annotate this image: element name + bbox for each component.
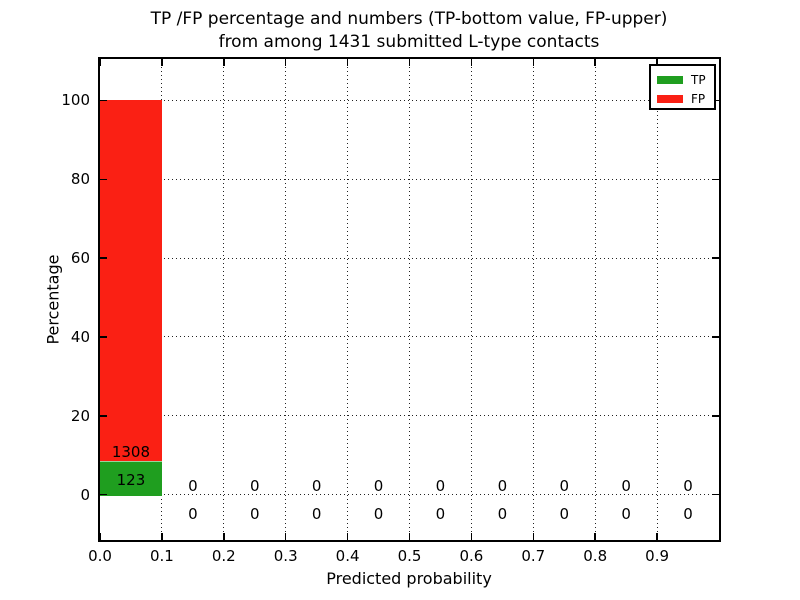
tp-count-bin3: 0 [311, 504, 322, 523]
x-tick-top-0.9 [656, 59, 658, 66]
x-tick-top-0.1 [161, 59, 163, 66]
legend-item-fp: FP [657, 91, 714, 107]
fp-count-bin8: 0 [621, 476, 631, 495]
gridline-x0.6 [470, 59, 472, 540]
y-tick-label-60: 60 [70, 249, 90, 268]
x-tick-top-0.8 [594, 59, 596, 66]
x-tick-bottom-0.1 [161, 533, 163, 540]
gridline-x0.4 [347, 59, 349, 540]
x-tick-bottom-0.2 [223, 533, 225, 540]
x-tick-bottom-0.9 [656, 533, 658, 540]
tp-count-bin1: 0 [188, 504, 198, 523]
tp-count-bin2: 0 [249, 504, 260, 523]
x-tick-bottom-0.8 [594, 533, 596, 540]
gridline-x0.2 [223, 59, 225, 540]
chart-title: TP /FP percentage and numbers (TP-bottom… [9, 8, 800, 54]
x-tick-top-0 [99, 59, 101, 66]
tp-bar-bin0 [100, 460, 162, 496]
x-tick-label-0.8: 0.8 [583, 547, 608, 565]
legend-item-tp: TP [657, 72, 714, 88]
x-tick-bottom-0.5 [408, 533, 411, 540]
x-tick-label-0.6: 0.6 [459, 547, 484, 565]
y-tick-right-20 [712, 415, 719, 417]
y-tick-label-20: 20 [70, 406, 90, 425]
fp-count-bin5: 0 [435, 476, 446, 495]
y-tick-label-0: 0 [80, 485, 90, 504]
y-tick-right-0 [712, 493, 719, 496]
x-tick-label-0.7: 0.7 [521, 547, 546, 565]
x-tick-bottom-0.6 [470, 533, 473, 540]
x-tick-bottom-0.4 [346, 533, 349, 540]
tp-count-bin8: 0 [621, 504, 631, 523]
fp-count-bin4: 0 [373, 476, 384, 495]
tp-count-bin5: 0 [435, 504, 446, 523]
y-tick-label-40: 40 [70, 327, 90, 346]
gridline-x0.5 [409, 59, 410, 540]
tp-color-swatch [657, 76, 683, 84]
fp-count-bin6: 0 [497, 476, 508, 495]
fp-bar-bin0 [100, 100, 162, 461]
legend-label-fp: FP [691, 92, 706, 106]
x-tick-label-0.9: 0.9 [645, 547, 670, 565]
chart-title-line1: TP /FP percentage and numbers (TP-bottom… [150, 9, 668, 29]
y-tick-right-60 [712, 257, 719, 259]
x-tick-top-0.6 [470, 59, 473, 66]
fp-count-bin2: 0 [249, 476, 260, 495]
x-tick-top-0.4 [346, 59, 349, 66]
y-axis-label: Percentage [43, 254, 63, 345]
y-tick-left-80 [100, 178, 107, 180]
fp-color-swatch [657, 95, 683, 103]
gridline-x0.9 [656, 59, 658, 540]
fp-count-bin0: 1308 [111, 442, 151, 461]
x-tick-label-0.2: 0.2 [211, 547, 236, 565]
tp-count-bin0: 123 [116, 470, 146, 489]
x-tick-label-0.3: 0.3 [273, 547, 298, 565]
x-axis-label: Predicted probability [326, 569, 492, 588]
x-tick-top-0.3 [284, 59, 287, 66]
gridline-x0.7 [532, 59, 534, 540]
fp-count-bin9: 0 [683, 476, 693, 495]
chart-title-line2: from among 1431 submitted L-type contact… [218, 32, 600, 52]
gridline-x0.3 [285, 59, 287, 540]
x-tick-top-0.5 [408, 59, 411, 66]
fp-count-bin1: 0 [188, 476, 198, 495]
tp-count-bin6: 0 [497, 504, 508, 523]
y-tick-left-20 [100, 415, 107, 417]
y-tick-left-40 [100, 336, 107, 338]
x-tick-bottom-0.3 [284, 533, 287, 540]
plot-area: 1308 123 0 0 0 0 0 0 0 0 0 0 0 0 0 0 0 0 0 0 TP FP [98, 57, 721, 542]
x-tick-label-0.1: 0.1 [149, 547, 174, 565]
x-tick-label-0.5: 0.5 [397, 547, 422, 565]
y-tick-label-100: 100 [61, 91, 90, 110]
x-tick-bottom-0.7 [532, 533, 535, 540]
gridline-x0.8 [594, 59, 596, 540]
x-tick-label-0.0: 0.0 [88, 547, 112, 565]
x-tick-label-0.4: 0.4 [335, 547, 360, 565]
tp-count-bin4: 0 [373, 504, 384, 523]
y-tick-right-80 [712, 178, 719, 180]
legend: TP FP [649, 64, 716, 110]
y-tick-left-60 [100, 257, 107, 259]
tp-count-bin9: 0 [683, 504, 693, 523]
legend-label-tp: TP [691, 73, 706, 87]
tp-count-bin7: 0 [559, 504, 570, 523]
y-tick-left-100 [100, 99, 107, 102]
y-tick-label-80: 80 [70, 170, 90, 189]
fp-count-bin7: 0 [559, 476, 570, 495]
x-tick-bottom-0 [99, 533, 101, 540]
gridline-x0.1 [161, 59, 163, 540]
fp-count-bin3: 0 [311, 476, 322, 495]
x-tick-top-0.2 [223, 59, 225, 66]
y-tick-left-0 [100, 493, 107, 496]
x-tick-top-0.7 [532, 59, 535, 66]
y-tick-right-40 [712, 336, 719, 338]
